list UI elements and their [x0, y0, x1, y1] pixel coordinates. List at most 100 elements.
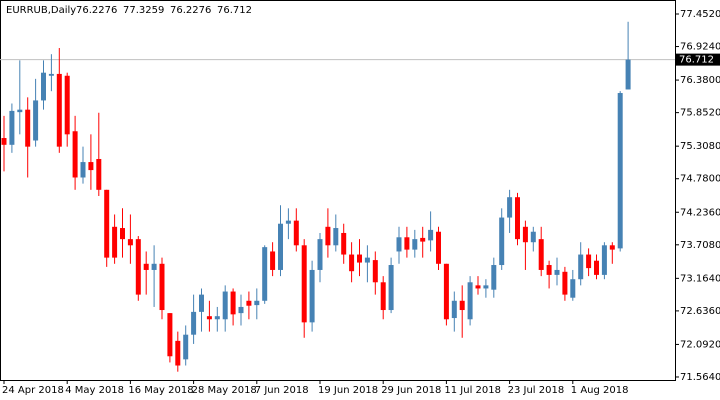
candle-body	[72, 131, 78, 178]
x-tick-label: 29 Jun 2018	[381, 385, 441, 396]
candle-body	[135, 239, 141, 295]
candle-body	[388, 265, 394, 311]
candle-body	[33, 100, 39, 141]
x-tick-label: 7 Jun 2018	[255, 385, 309, 396]
candle-body	[475, 285, 481, 289]
candle-body	[609, 245, 615, 250]
candle-body	[56, 73, 62, 147]
plot-frame	[0, 0, 676, 381]
y-tick-label: 73.1640	[680, 273, 720, 284]
candle-body	[522, 226, 528, 243]
y-tick-label: 76.3800	[680, 75, 720, 86]
candle-body	[380, 282, 386, 311]
candle-body	[1, 138, 7, 145]
candle-body	[578, 254, 584, 280]
candle-body	[120, 228, 125, 240]
candle-body	[349, 254, 355, 272]
price-label-box	[676, 53, 720, 66]
candle-body	[143, 263, 149, 270]
x-tick-label: 4 May 2018	[65, 385, 124, 396]
candle-body	[625, 59, 631, 90]
candle-body	[285, 220, 291, 224]
candle-body	[396, 237, 402, 252]
candle-body	[17, 109, 23, 113]
chart-title: EURRUB,Daily	[6, 5, 76, 16]
y-tick-label: 74.2360	[680, 207, 720, 218]
candle-body	[357, 254, 362, 263]
candle-body	[436, 231, 441, 264]
y-tick-label: 76.9240	[680, 42, 720, 53]
candle-body	[483, 285, 489, 289]
candle-body	[333, 228, 339, 246]
candle-body	[554, 269, 560, 275]
candle-body	[420, 237, 426, 242]
candle-body	[246, 300, 252, 306]
candle-body	[112, 226, 118, 258]
x-tick-label: 19 Jun 2018	[318, 385, 378, 396]
candle-body	[80, 162, 86, 178]
candle-body	[301, 245, 307, 323]
candle-body	[570, 279, 576, 298]
candle-body	[206, 316, 212, 320]
candle-body	[601, 245, 607, 275]
candle-body	[25, 109, 31, 147]
candle-body	[404, 237, 410, 250]
candle-body	[222, 291, 228, 320]
candle-body	[151, 263, 157, 270]
candle-body	[127, 239, 133, 246]
y-tick-label: 72.0920	[680, 339, 720, 350]
candle-body	[278, 223, 283, 270]
candle-body	[594, 260, 599, 275]
candle-body	[538, 239, 544, 270]
candle-body	[88, 162, 94, 171]
candle-body	[104, 189, 110, 258]
candle-body	[309, 269, 315, 323]
candle-body	[270, 251, 276, 270]
candle-body	[262, 247, 268, 301]
candle-body	[491, 265, 497, 290]
candle-body	[443, 263, 449, 320]
candle-body	[617, 93, 623, 249]
x-tick-label: 23 Jul 2018	[508, 385, 565, 396]
candle-body	[159, 263, 165, 311]
candle-body	[214, 316, 220, 320]
header-low: 76.2276	[170, 5, 211, 16]
candle-body	[238, 306, 244, 314]
candle-body	[293, 220, 299, 246]
candle-body	[562, 271, 568, 295]
price-label: 76.712	[679, 55, 714, 66]
candle-body	[96, 158, 102, 190]
x-tick-label: 24 Apr 2018	[2, 385, 64, 396]
candle-body	[254, 300, 260, 306]
candle-body	[317, 239, 323, 270]
y-tick-label: 74.7800	[680, 174, 720, 185]
candle-body	[412, 239, 418, 250]
candle-body	[467, 282, 473, 320]
candle-body	[9, 110, 15, 145]
candle-body	[428, 229, 434, 241]
x-tick-label: 16 May 2018	[128, 385, 193, 396]
candle-body	[341, 232, 347, 255]
candle-body	[183, 334, 189, 360]
candle-body	[372, 260, 378, 283]
y-tick-label: 75.8520	[680, 108, 720, 119]
candle-body	[48, 73, 54, 76]
candle-body	[586, 254, 592, 269]
candle-body	[199, 294, 204, 312]
candle-body	[546, 265, 552, 275]
candle-body	[364, 257, 370, 263]
header-close: 76.712	[217, 5, 252, 16]
candle-body	[499, 217, 505, 266]
candle-body	[175, 340, 181, 366]
header-open: 76.2276	[76, 5, 117, 16]
candle-body	[41, 72, 46, 101]
y-tick-label: 72.6360	[680, 306, 720, 317]
x-tick-label: 1 Aug 2018	[571, 385, 629, 396]
candle-body	[230, 291, 236, 315]
y-tick-label: 77.4520	[680, 9, 720, 20]
candle-body	[167, 313, 173, 357]
candle-body	[515, 197, 520, 240]
candle-body	[459, 300, 465, 311]
candle-body	[451, 300, 457, 319]
